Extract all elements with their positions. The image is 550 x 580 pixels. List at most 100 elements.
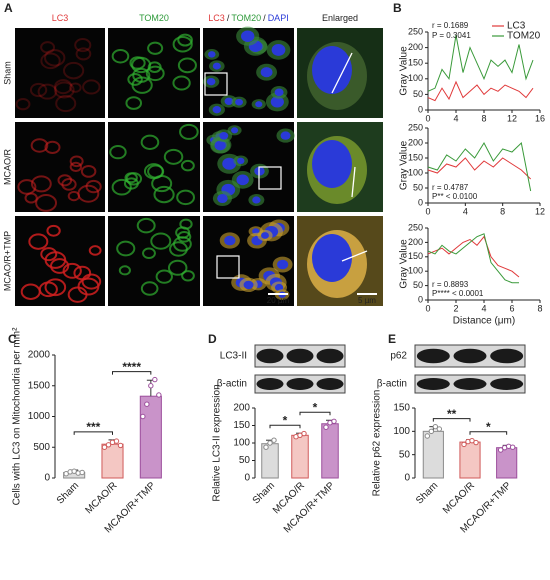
cell [151,174,173,193]
data-point [497,447,504,453]
x-tick-label: 8 [481,113,486,123]
blot-label: β-actin [377,379,407,390]
nucleus [235,98,243,106]
nucleus [236,174,249,186]
significance-label: * [283,413,288,427]
significance-bracket [269,424,301,429]
data-point [323,424,329,430]
nucleus [271,44,286,56]
y-tick-label: 150 [233,420,250,431]
annotation: r = 0.1689 [432,21,469,30]
y-axis-label: Cells with LC3 on Mitochondria per mm² [12,327,23,506]
data-point [117,442,124,449]
row-label: MCAO/R+TMP [2,231,12,291]
row-label: MCAO/R [2,148,12,185]
x-axis-label: Distance (μm) [453,316,515,327]
cell [150,232,172,250]
y-tick-label: 0 [418,104,423,114]
scale-bar-label: 20 µm [267,296,290,305]
cell [74,38,92,53]
column-header: LC3 [52,13,69,23]
x-tick-label: 12 [507,113,517,123]
y-tick-label: 50 [413,280,423,290]
cell [177,57,197,74]
cell [77,184,100,203]
y-tick-label: 2000 [28,350,51,361]
y-tick-label: 1500 [28,380,51,391]
column-header-part: Enlarged [322,13,358,23]
panel-label: C [8,332,17,346]
y-tick-label: 200 [408,237,423,247]
x-tick-label: 4 [453,113,458,123]
row-label: Sham [2,61,12,85]
series-line [427,233,519,284]
x-tick-label: MCAO/R [441,480,477,516]
data-point [79,469,85,476]
nucleus [212,62,221,70]
nucleus [222,157,237,170]
cell [81,273,102,290]
cell [62,61,85,80]
cell [109,144,127,160]
panel-label: B [393,1,402,15]
y-tick-label: 500 [33,442,50,453]
cell [62,262,82,279]
nucleus [231,127,239,134]
y-tick-label: 200 [408,137,423,147]
blot-band [490,348,524,364]
data-point [424,433,431,439]
cell [180,159,195,172]
data-point [461,441,467,448]
cell [147,41,164,55]
cell [142,247,156,259]
x-tick-label: 8 [537,303,542,313]
y-axis-label: Relative LC3-II expression [212,384,223,501]
column-header-part: TOM20 [139,13,169,23]
data-point [271,437,277,443]
blot-band [453,348,487,364]
cell [172,35,193,53]
data-point [105,442,112,448]
blot-band [256,348,284,364]
bar [321,423,339,479]
cell [127,73,143,86]
nucleus [260,67,273,78]
nucleus [206,77,216,86]
nucleus [237,157,245,164]
column-header-part: / [227,13,230,23]
cell [40,52,61,70]
cell [125,96,143,110]
y-tick-label: 150 [408,251,423,261]
x-tick-label: Sham [55,480,81,506]
column-header: Enlarged [322,13,358,23]
annotation: r = 0.4787 [432,183,469,192]
significance-label: * [486,420,491,434]
data-point [152,376,158,383]
data-point [473,439,479,446]
nucleus [277,259,289,270]
cell [30,175,52,193]
data-point [301,430,307,437]
y-tick-label: 250 [408,222,423,232]
cell [82,79,101,95]
y-tick-label: 200 [408,42,423,52]
y-axis-label: Gray Value [399,239,410,289]
data-point [144,401,150,407]
y-tick-label: 1000 [28,411,51,422]
y-tick-label: 150 [408,58,423,68]
y-tick-label: 150 [393,403,410,414]
scale-bar-label: 5 µm [358,296,376,305]
x-tick-label: 6 [509,303,514,313]
data-point [263,444,269,450]
y-tick-label: 50 [413,182,423,192]
cell [53,81,75,99]
y-tick-label: 50 [413,89,423,99]
enlarged-nucleus [312,140,352,188]
micrograph [15,28,105,118]
significance-bracket [432,418,471,422]
panel-label: E [388,332,396,346]
column-header-part: TOM20 [231,13,261,23]
nucleus [261,232,269,239]
cell [176,189,195,206]
column-header-part: LC3 [208,13,225,23]
